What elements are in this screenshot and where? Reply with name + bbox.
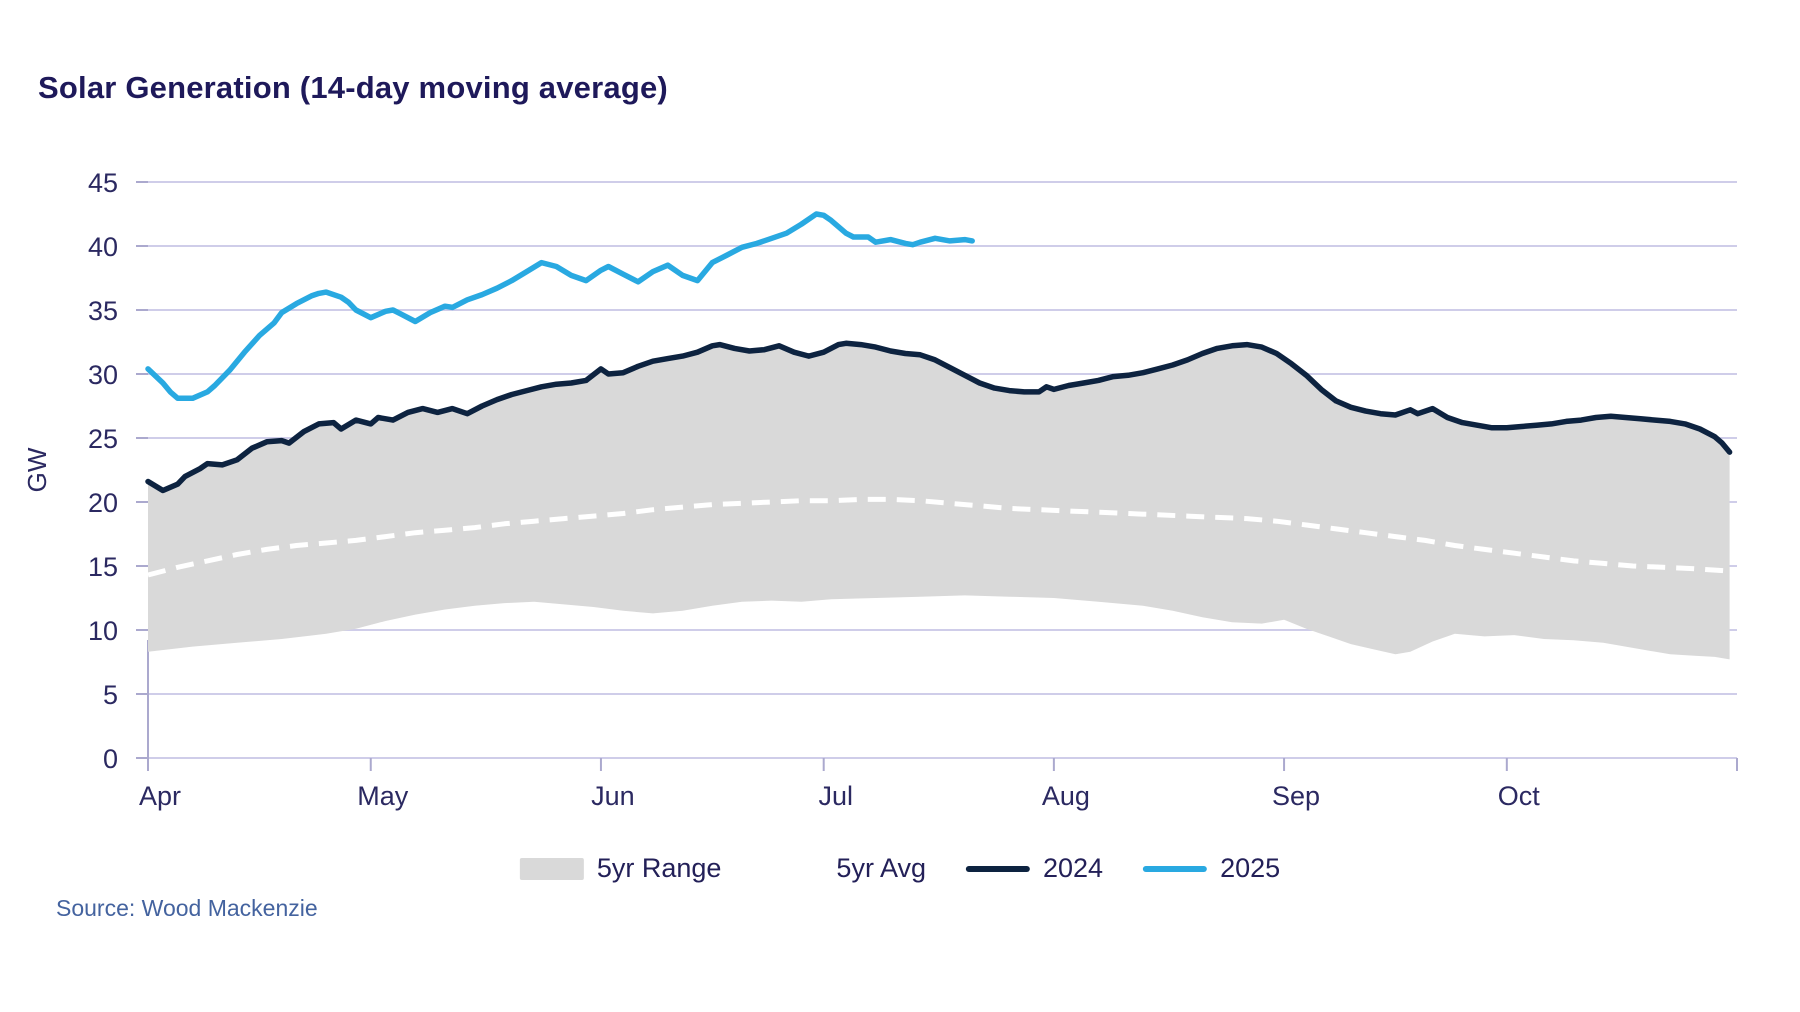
line-2025-swatch-icon (1143, 865, 1208, 872)
legend-label-5yr-avg: 5yr Avg (836, 853, 926, 883)
x-tick-label-Jul: Jul (818, 781, 853, 811)
avg-dashed-line-swatch-icon (761, 865, 824, 872)
chart-title: Solar Generation (14-day moving average) (38, 70, 668, 105)
y-tick-label-25: 25 (88, 424, 118, 454)
series-2024-line (145, 340, 1733, 494)
y-tick-label-45: 45 (88, 168, 118, 198)
chart-legend: 5yr Range 5yr Avg 2024 2025 (519, 853, 1280, 884)
legend-label-2025: 2025 (1220, 853, 1281, 883)
line-2024-swatch-icon (965, 865, 1030, 872)
source-attribution: Source: Wood Mackenzie (56, 895, 318, 921)
x-tick-label-Aug: Aug (1042, 781, 1090, 811)
legend-item-2025: 2025 (1143, 853, 1280, 884)
legend-item-5yr-avg: 5yr Avg (761, 853, 926, 884)
legend-label-5yr-range: 5yr Range (596, 853, 722, 883)
y-axis-title: GW (22, 447, 52, 492)
y-tick-label-5: 5 (103, 680, 118, 710)
x-tick-label-May: May (357, 781, 409, 811)
x-tick-label-Jun: Jun (591, 781, 635, 811)
y-tick-label-0: 0 (103, 744, 118, 774)
y-tick-label-35: 35 (88, 296, 118, 326)
y-tick-label-30: 30 (88, 360, 118, 390)
range-band-swatch-icon (519, 857, 584, 880)
y-tick-label-15: 15 (88, 552, 118, 582)
y-tick-label-40: 40 (88, 232, 118, 262)
x-tick-label-Apr: Apr (139, 781, 181, 811)
series-2025-line (145, 211, 975, 402)
x-tick-label-Sep: Sep (1272, 781, 1320, 811)
legend-item-5yr-range: 5yr Range (519, 853, 722, 884)
legend-item-2024: 2024 (965, 853, 1104, 884)
series-5yr-avg-line (147, 496, 1730, 578)
x-tick-label-Oct: Oct (1498, 781, 1541, 811)
y-tick-label-20: 20 (88, 488, 118, 518)
y-tick-label-10: 10 (88, 616, 118, 646)
legend-label-2024: 2024 (1042, 853, 1104, 883)
